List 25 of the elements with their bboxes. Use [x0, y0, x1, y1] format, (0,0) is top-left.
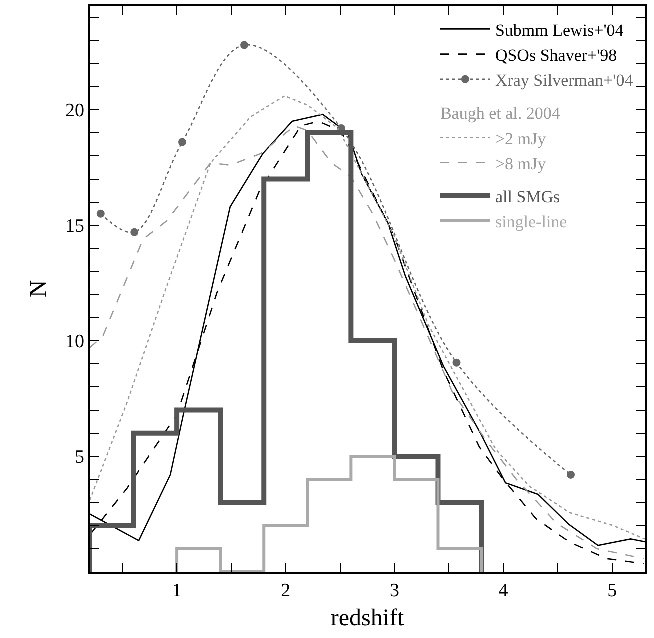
legend-label: Submm Lewis+'04	[495, 20, 624, 40]
point	[567, 470, 575, 479]
y-tick-label: 5	[74, 447, 84, 468]
point	[178, 138, 186, 146]
x-tick-label: 5	[608, 580, 618, 602]
legend-label: >2 mJy	[495, 129, 547, 148]
x-tick-label: 3	[390, 580, 400, 602]
legend-label: Xray Silverman+'04	[495, 71, 634, 90]
x-tick-label: 1	[172, 580, 182, 602]
y-tick-label: 10	[65, 332, 84, 353]
point	[130, 228, 139, 236]
x-axis-title: redshift	[330, 605, 404, 632]
legend-title: Baugh et al. 2004	[440, 104, 561, 124]
legend-label: QSOs Shaver+'98	[495, 46, 618, 65]
legend-label: single-line	[495, 212, 568, 232]
y-tick-label: 15	[65, 216, 84, 238]
point	[96, 210, 105, 218]
y-axis-title: N	[26, 280, 52, 298]
legend-label: all SMGs	[495, 187, 560, 206]
x-tick-label: 4	[498, 580, 509, 602]
x-tick-label: 2	[281, 580, 291, 602]
point	[240, 41, 249, 50]
legend-label: >8 mJy	[495, 154, 547, 174]
point	[452, 358, 461, 367]
y-tick-label: 20	[65, 100, 84, 122]
